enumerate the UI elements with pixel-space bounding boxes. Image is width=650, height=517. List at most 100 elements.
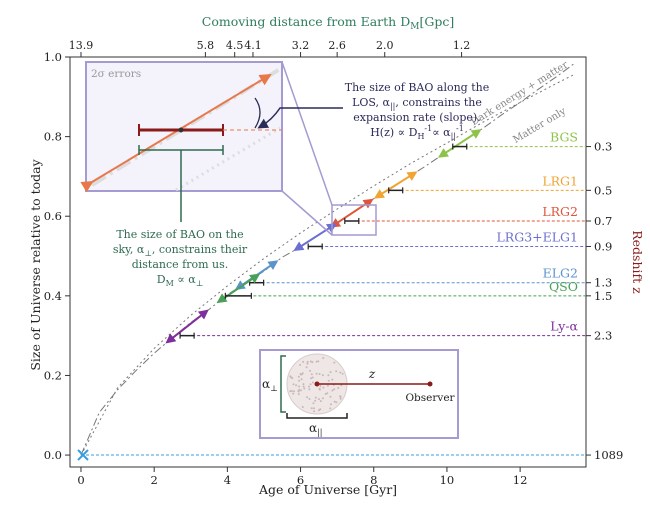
shell-dot	[339, 371, 342, 374]
shell-dot	[329, 407, 332, 410]
diagram-perp-label: α⊥	[262, 377, 278, 393]
y-tick-label: 0.4	[44, 289, 62, 303]
shell-dot	[297, 393, 300, 396]
redshift-tick-label: 1.5	[594, 289, 612, 303]
shell-dot	[305, 366, 308, 369]
perp-bracket	[138, 145, 224, 222]
shell-dot	[335, 370, 338, 373]
shell-dot	[312, 402, 315, 405]
plot-frame	[69, 56, 587, 468]
shell-dot	[324, 393, 327, 395]
shell-dot	[331, 378, 334, 381]
top-axis-ticks: 13.9 5.8 4.5 4.1 3.2 2.6 2.0 1.2	[69, 39, 471, 57]
shell-dot	[319, 400, 322, 403]
tracer-arrow	[437, 129, 482, 158]
shell-dot	[312, 407, 315, 410]
tracer-lines: 0.3 BGS 0.5 LRG1 0.7 LRG2 0.9 LRG3+ELG1 1.3 ELG2 1…	[80, 130, 623, 462]
zoom-box	[331, 204, 377, 236]
shell-center	[314, 381, 320, 387]
shell-dot	[315, 360, 318, 363]
diagram-par-bracket	[286, 413, 348, 419]
shell-dot	[311, 361, 314, 364]
tracer-marks	[165, 129, 482, 344]
annotation-perp: The size of BAO on the sky, α⊥, constrai…	[113, 228, 248, 288]
annotation-parallel: The size of BAO along the LOS, α||, cons…	[345, 81, 489, 141]
shell-dot	[310, 373, 313, 376]
tracer-arrow	[329, 198, 374, 228]
tracer-label: LRG1	[542, 173, 578, 188]
redshift-tick-label: 2.3	[594, 329, 612, 343]
redshift-tick-label: 0.7	[594, 214, 612, 228]
shell-dot	[298, 379, 301, 382]
shell-dot	[319, 385, 322, 387]
shell-dot	[330, 403, 332, 406]
bao-diagram: z Observer α⊥ α||	[259, 349, 459, 439]
top-tick-label: 13.9	[69, 39, 94, 52]
inset-panel: 2σ errors	[80, 61, 283, 193]
shell-dot	[290, 390, 293, 393]
shell-dot	[295, 384, 298, 387]
zoom-connector-top	[281, 61, 333, 206]
svg-text:DM ∝ α⊥: DM ∝ α⊥	[157, 273, 203, 288]
shell-dot	[299, 363, 302, 366]
shell-dot	[326, 384, 329, 387]
y-axis-label: Size of Universe relative to today	[28, 158, 43, 370]
shell-dot	[303, 387, 306, 390]
x-tick-label: 8	[370, 473, 377, 487]
shell-dot	[306, 360, 309, 363]
shell-dot	[309, 369, 311, 372]
shell-dot	[322, 357, 325, 359]
shell-dot	[298, 385, 301, 388]
diagram-z-label: z	[368, 367, 376, 381]
shell-dot	[314, 399, 317, 402]
redshift-tick-label: 0.9	[594, 239, 612, 253]
top-tick-label: 5.8	[197, 39, 215, 52]
shell-dot	[301, 406, 304, 408]
diagram-perp-bracket	[280, 355, 286, 413]
shell-dot	[313, 410, 316, 413]
shell-dot	[299, 373, 302, 375]
svg-text:expansion rate (slope).: expansion rate (slope).	[353, 111, 480, 124]
shell-dot	[311, 376, 314, 379]
x-tick-label: 6	[297, 473, 304, 487]
shell-dot	[309, 383, 312, 386]
shell-dot	[321, 374, 324, 377]
x-tick-label: 0	[77, 473, 84, 487]
shell-dot	[292, 392, 295, 395]
x-tick-label: 12	[513, 473, 528, 487]
top-tick-label: 3.2	[292, 39, 310, 52]
shell-dot	[331, 389, 334, 392]
shell-dot	[322, 397, 324, 400]
tracer-label: LRG2	[542, 204, 578, 219]
top-tick-label: 1.2	[453, 39, 471, 52]
tracer-arrow	[165, 309, 209, 344]
shell-dot	[318, 373, 321, 375]
shell-dot	[317, 398, 320, 401]
tracer-label: Ly-α	[550, 319, 578, 334]
shell-dot	[339, 395, 342, 398]
shell-dot	[289, 375, 292, 378]
diagram-par-label: α||	[309, 421, 323, 437]
y-axis-ticks: 0.0 0.2 0.4 0.6 0.8 1.0	[44, 50, 70, 462]
shell-dot	[308, 388, 311, 391]
shell-dot	[308, 398, 311, 400]
shell-dot	[310, 407, 313, 410]
top-tick-label: 2.6	[328, 39, 346, 52]
tracer-arrow	[293, 223, 338, 252]
shell-dot	[289, 390, 292, 393]
x-axis-ticks: 0 2 4 6 8 10 12	[77, 467, 527, 487]
y-tick-label: 1.0	[44, 50, 62, 64]
inset-label: 2σ errors	[91, 68, 141, 80]
tracer-label: ELG2	[543, 266, 578, 281]
shell-dot	[327, 374, 330, 377]
shell-dot	[292, 383, 295, 386]
inset-point	[178, 127, 184, 133]
svg-text:LOS, α||, constrains the: LOS, α||, constrains the	[352, 96, 482, 111]
shell-dot	[329, 395, 332, 398]
shell-dot	[293, 390, 295, 393]
shell-dot	[314, 396, 317, 399]
shell-dot	[326, 392, 329, 395]
shell-dot	[315, 372, 318, 375]
shell-dot	[333, 361, 336, 364]
